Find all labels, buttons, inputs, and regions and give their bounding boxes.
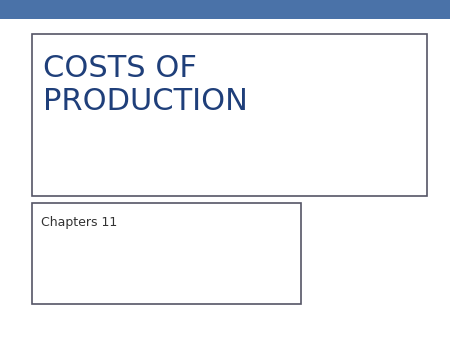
Bar <box>32 203 302 304</box>
Bar <box>32 34 427 196</box>
Bar <box>0 0 450 19</box>
Text: Chapters 11: Chapters 11 <box>40 216 117 229</box>
Text: COSTS OF
PRODUCTION: COSTS OF PRODUCTION <box>43 54 248 116</box>
